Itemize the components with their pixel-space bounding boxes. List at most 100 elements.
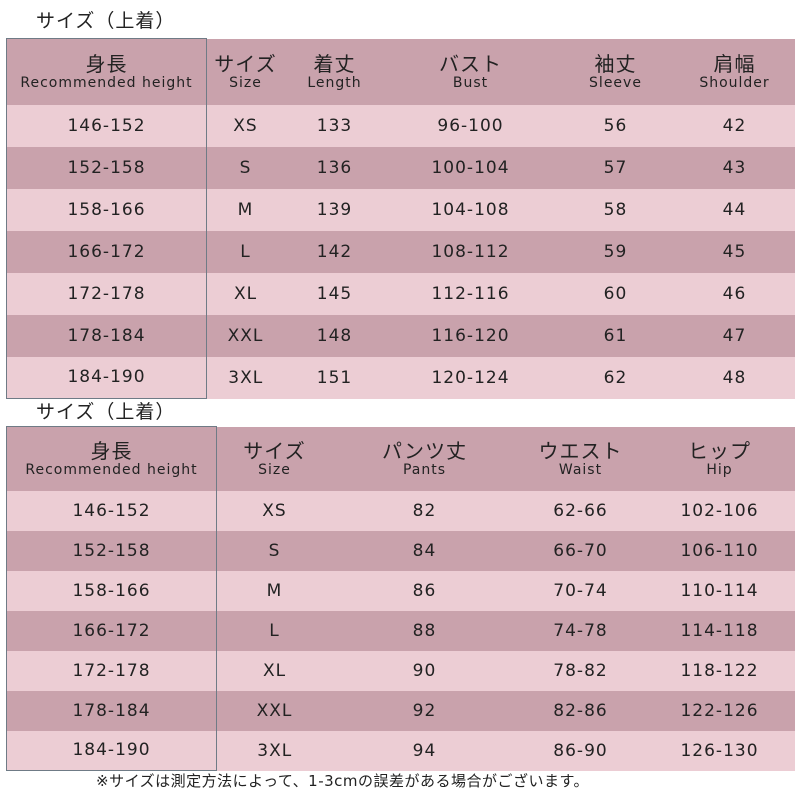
table-cell: 133 (316, 115, 353, 136)
table-cell: M (237, 199, 254, 220)
table-row: 146-152 XS 133 96-100 56 42 (6, 104, 795, 147)
column-header: パンツ丈 Pants (333, 427, 517, 491)
table-row: 184-190 3XL 94 86-90 126-130 (6, 730, 795, 771)
column-header: サイズ Size (217, 427, 333, 491)
table-cell: 60 (603, 283, 628, 304)
table-cell: 145 (316, 283, 353, 304)
table-cell: 136 (316, 157, 353, 178)
column-header-jp: 着丈 (313, 51, 356, 76)
table-row: 152-158 S 136 100-104 57 43 (6, 146, 795, 189)
table-cell: 46 (722, 283, 747, 304)
table-cell: 114-118 (680, 620, 759, 641)
column-header-jp: 身長 (85, 51, 128, 76)
table-row: 184-190 3XL 151 120-124 62 48 (6, 356, 795, 399)
table-row: 166-172 L 142 108-112 59 45 (6, 230, 795, 273)
table-cell: 88 (412, 620, 437, 641)
table-cell: XS (233, 115, 258, 136)
table-cell: 56 (603, 115, 628, 136)
table-cell: 152-158 (6, 146, 207, 189)
column-header-jp: サイズ (243, 438, 306, 463)
table-cell: 148 (316, 325, 353, 346)
table-row: 158-166 M 86 70-74 110-114 (6, 570, 795, 611)
table-cell: 82 (412, 500, 437, 521)
table-cell: 184-190 (6, 356, 207, 399)
table-cell: S (239, 157, 252, 178)
table-cell: 62 (603, 367, 628, 388)
table-cell: 152-158 (6, 530, 217, 571)
table-cell: 61 (603, 325, 628, 346)
column-header: サイズ Size (207, 39, 285, 105)
table-cell: 108-112 (431, 241, 510, 262)
table-cell: 158-166 (6, 188, 207, 231)
column-header-jp: ウエスト (538, 438, 623, 463)
table-cell: 82-86 (553, 700, 608, 721)
column-header: 身長 Recommended height (6, 38, 207, 105)
column-header-en: Sleeve (589, 74, 642, 91)
table-cell: 86-90 (553, 740, 608, 761)
table-cell: S (268, 540, 281, 561)
table-row: 158-166 M 139 104-108 58 44 (6, 188, 795, 231)
column-header-en: Length (307, 74, 362, 91)
table-cell: 158-166 (6, 570, 217, 611)
table-cell: XXL (227, 325, 264, 346)
table-cell: 126-130 (680, 740, 759, 761)
table-cell: 106-110 (680, 540, 759, 561)
table-cell: 62-66 (553, 500, 608, 521)
jacket-size-table: 身長 Recommended height サイズ Size 着丈 Length バスト Bu… (6, 38, 795, 399)
table-cell: XL (262, 660, 287, 681)
table-cell: 66-70 (553, 540, 608, 561)
table-cell: 42 (722, 115, 747, 136)
table-cell: 44 (722, 199, 747, 220)
table-cell: 57 (603, 157, 628, 178)
table-cell: 94 (412, 740, 437, 761)
column-header-jp: パンツ丈 (382, 438, 467, 463)
column-header-en: Pants (402, 461, 447, 478)
table-cell: 84 (412, 540, 437, 561)
table-cell: L (269, 620, 280, 641)
table-cell: 3XL (257, 740, 293, 761)
table-cell: 78-82 (553, 660, 608, 681)
column-header: 着丈 Length (285, 39, 385, 105)
column-header-en: Recommended height (25, 461, 198, 478)
column-header: 袖丈 Sleeve (557, 39, 675, 105)
column-header-en: Recommended height (20, 74, 193, 91)
table-cell: L (240, 241, 251, 262)
table-row: 146-152 XS 82 62-66 102-106 (6, 490, 795, 531)
column-header: バスト Bust (385, 39, 557, 105)
table-cell: 86 (412, 580, 437, 601)
table-row: 178-184 XXL 92 82-86 122-126 (6, 690, 795, 731)
table-cell: 110-114 (680, 580, 759, 601)
table-cell: 92 (412, 700, 437, 721)
column-header-en: Shoulder (699, 74, 770, 91)
table-cell: 48 (722, 367, 747, 388)
table-cell: 47 (722, 325, 747, 346)
table-cell: 122-126 (680, 700, 759, 721)
table-cell: 166-172 (6, 610, 217, 651)
table-cell: 100-104 (431, 157, 510, 178)
table-cell: 139 (316, 199, 353, 220)
column-header: 身長 Recommended height (6, 426, 217, 491)
table-cell: 184-190 (6, 730, 217, 771)
table-row: 172-178 XL 145 112-116 60 46 (6, 272, 795, 315)
header-row: 身長 Recommended height サイズ Size 着丈 Length バスト Bu… (6, 38, 795, 105)
column-header-jp: ヒップ (688, 438, 751, 463)
column-header-jp: サイズ (214, 51, 277, 76)
table-cell: 146-152 (6, 490, 217, 531)
table-cell: 59 (603, 241, 628, 262)
column-header: ヒップ Hip (645, 427, 795, 491)
table-cell: 45 (722, 241, 747, 262)
table-cell: M (266, 580, 283, 601)
column-header-en: Size (229, 74, 262, 91)
table-cell: 58 (603, 199, 628, 220)
table-row: 152-158 S 84 66-70 106-110 (6, 530, 795, 571)
table-row: 178-184 XXL 148 116-120 61 47 (6, 314, 795, 357)
table-cell: 104-108 (431, 199, 510, 220)
table-row: 172-178 XL 90 78-82 118-122 (6, 650, 795, 691)
column-header-en: Hip (706, 461, 733, 478)
table-cell: XL (233, 283, 258, 304)
table-cell: 172-178 (6, 272, 207, 315)
table-cell: 142 (316, 241, 353, 262)
pants-size-title: サイズ（上着） (36, 401, 176, 423)
column-header-jp: バスト (439, 51, 502, 76)
table-cell: 151 (316, 367, 353, 388)
